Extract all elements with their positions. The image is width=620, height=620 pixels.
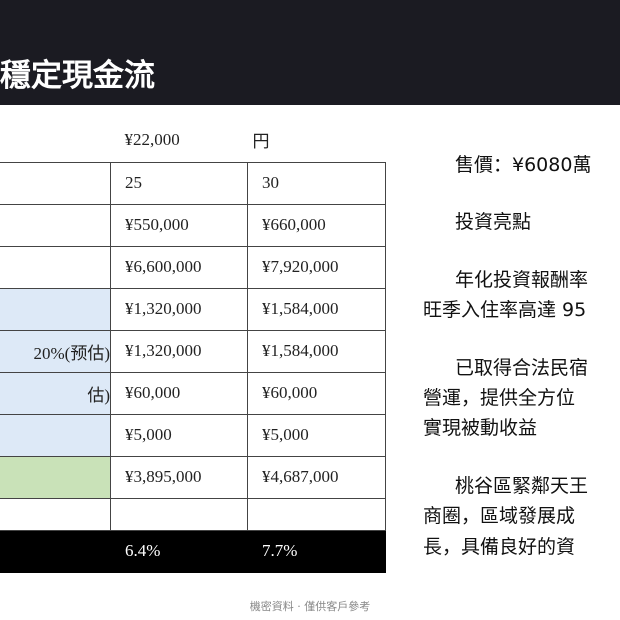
highlight-line: 實現被動收益 — [423, 417, 538, 439]
table-row — [0, 497, 386, 531]
table-cell: ¥1,320,000 — [110, 329, 248, 373]
highlight-line: 商圈，區域發展成 — [423, 505, 576, 527]
table-cell: ¥550,000 — [110, 203, 248, 247]
table-cell: ¥6,600,000 — [110, 245, 248, 289]
table-cell — [0, 529, 111, 573]
table-row: ¥3,895,000 ¥4,687,000 — [0, 455, 386, 499]
table-row: 估) ¥60,000 ¥60,000 — [0, 371, 386, 415]
table-row: ¥550,000 ¥660,000 — [0, 203, 386, 247]
table-cell: ¥7,920,000 — [247, 245, 386, 289]
highlight-line: 營運，提供全方位 — [423, 387, 576, 409]
table-cell: 7.7% — [247, 529, 386, 573]
highlight-line: 年化投資報酬率 — [455, 269, 589, 291]
table-cell: ¥660,000 — [247, 203, 386, 247]
table-cell — [0, 497, 111, 531]
table-cell: ¥5,000 — [110, 413, 248, 457]
table-cell: 20%(预估) — [0, 329, 111, 373]
table-cell: ¥1,320,000 — [110, 287, 248, 331]
table-cell — [0, 287, 111, 331]
highlight-line: 長，具備良好的資 — [423, 536, 576, 558]
table-cell: 6.4% — [110, 529, 248, 573]
table-cell: ¥60,000 — [247, 371, 386, 415]
table-cell: 30 — [247, 161, 386, 205]
table-row: ¥6,600,000 ¥7,920,000 — [0, 245, 386, 289]
table-cell — [0, 118, 111, 162]
table-cell — [0, 245, 111, 289]
highlight-line: 投資亮點 — [455, 211, 532, 233]
table-cell: 円 — [252, 132, 270, 152]
highlight-line: 已取得合法民宿 — [455, 357, 589, 379]
table-cell: ¥1,584,000 — [247, 287, 386, 331]
table-row: 6.4% 7.7% — [0, 529, 386, 573]
table-cell: ¥60,000 — [110, 371, 248, 415]
highlight-line: 售價：¥6080萬 — [455, 154, 592, 176]
slide-title: 穩定現金流 — [0, 58, 155, 94]
table-cell: ¥1,584,000 — [247, 329, 386, 373]
table-row: ¥5,000 ¥5,000 — [0, 413, 386, 457]
table-cell: ¥22,000 — [124, 129, 180, 149]
table-cell — [247, 497, 386, 531]
table-cell — [0, 413, 111, 457]
table-row: ¥1,320,000 ¥1,584,000 — [0, 287, 386, 331]
table-row: 25 30 — [0, 161, 386, 205]
table-cell: 估) — [0, 371, 111, 415]
cashflow-table: ¥22,000 円 25 30 ¥550,000 ¥660,000 ¥6,600,000 ¥7… — [0, 118, 386, 573]
highlight-line: 旺季入住率高達 95 — [423, 299, 587, 321]
footer: 機密資料 · 僅供客戶參考 — [249, 600, 371, 613]
table-cell — [0, 161, 111, 205]
table-cell: ¥3,895,000 — [110, 455, 248, 499]
table-row: 20%(预估) ¥1,320,000 ¥1,584,000 — [0, 329, 386, 373]
highlight-line: 桃谷區緊鄰天王 — [455, 475, 589, 497]
table-cell: ¥5,000 — [247, 413, 386, 457]
table-row: ¥22,000 円 — [0, 118, 386, 162]
table-cell — [0, 203, 111, 247]
table-cell — [110, 497, 248, 531]
table-cell — [0, 455, 111, 499]
title-band — [0, 0, 620, 105]
table-cell: ¥4,687,000 — [247, 455, 386, 499]
table-cell: 25 — [110, 161, 248, 205]
